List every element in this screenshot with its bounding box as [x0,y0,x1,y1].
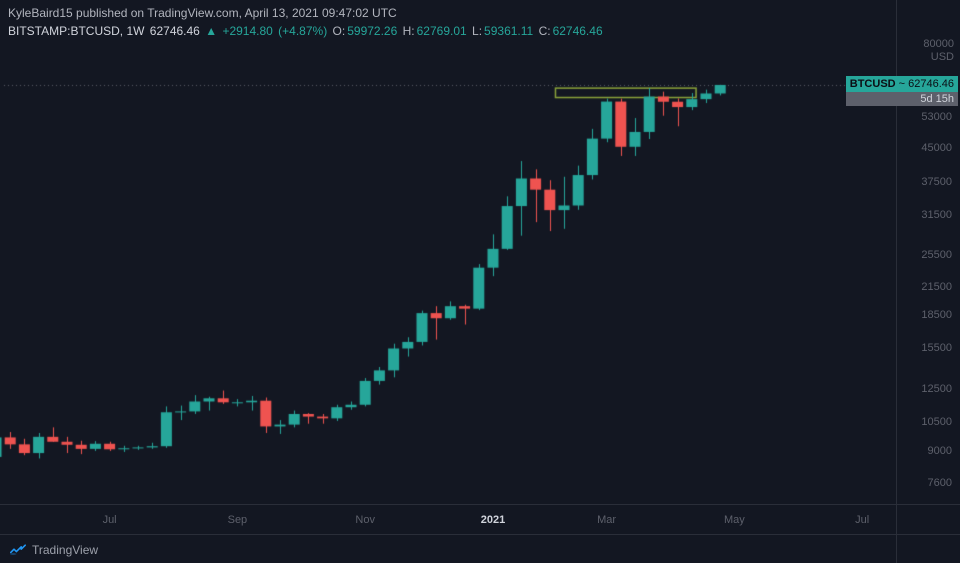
x-tick-label: Jul [855,514,869,526]
y-tick-label: 15500 [921,342,952,354]
change-abs: +2914.80 [222,24,272,38]
candlestick-chart[interactable] [0,0,960,563]
price-badge: BTCUSD~ 62746.46 5d 15h [846,76,958,106]
close-label: C: [539,24,551,38]
y-tick-label: 25500 [921,249,952,261]
y-tick-label: 31500 [921,209,952,221]
x-tick-label: Sep [228,514,248,526]
change-pct: (+4.87%) [278,24,327,38]
chart-container: 53000 45000 37500 31500 25500 21500 18500 15500… [0,0,960,563]
footer: TradingView [10,543,98,557]
y-tick-label: 45000 [921,142,952,154]
y-tick-label: 10500 [921,416,952,428]
y-tick-label: 21500 [921,281,952,293]
y-tick-label: 7600 [928,477,952,489]
symbol-timeframe: BITSTAMP:BTCUSD, 1W [8,24,144,38]
last-price: 62746.46 [150,24,200,38]
footer-brand: TradingView [32,543,98,557]
axis-separator-horizontal [0,504,960,505]
y-tick-label: 37500 [921,176,952,188]
y-tick-label: 18500 [921,309,952,321]
y-axis-unit: USD [923,51,954,64]
x-tick-label: Jul [103,514,117,526]
x-tick-label: Nov [355,514,375,526]
high-value: 62769.01 [417,24,467,38]
change-arrow-icon: ▲ [205,24,217,38]
price-badge-value: 62746.46 [908,78,954,90]
publisher-line: KyleBaird15 published on TradingView.com… [8,4,605,22]
ohlc-line: BITSTAMP:BTCUSD, 1W 62746.46 ▲ +2914.80 … [8,22,605,40]
price-badge-countdown: 5d 15h [846,92,958,107]
x-tick-label: May [724,514,745,526]
tradingview-logo-icon [10,544,26,556]
open-label: O: [333,24,346,38]
high-label: H: [403,24,415,38]
y-axis-max: 80000 [923,38,954,51]
x-tick-label: 2021 [481,514,505,526]
y-tick-label: 53000 [921,111,952,123]
footer-separator [0,534,960,535]
price-badge-tilde: ~ [899,78,905,90]
close-value: 62746.46 [553,24,603,38]
y-axis-corner: 80000 USD [923,38,954,63]
y-tick-label: 9000 [928,445,952,457]
open-value: 59972.26 [347,24,397,38]
y-tick-label: 12500 [921,383,952,395]
low-label: L: [472,24,482,38]
chart-header: KyleBaird15 published on TradingView.com… [8,4,605,40]
x-tick-label: Mar [597,514,616,526]
low-value: 59361.11 [484,24,533,38]
price-badge-symbol: BTCUSD [850,78,896,90]
